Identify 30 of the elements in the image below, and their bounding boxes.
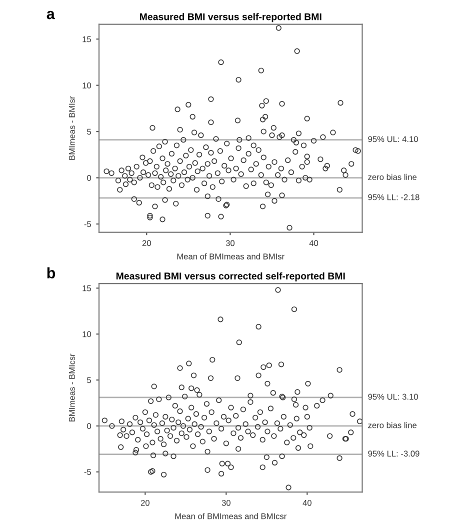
y-tick-label: -5	[84, 221, 92, 228]
text: b	[47, 267, 56, 278]
y-tick-label: 10	[82, 331, 92, 338]
ref-line-label: zero bias line	[368, 174, 417, 180]
y-tick-label: 0	[87, 423, 92, 430]
ref-line-label: zero bias line	[368, 422, 417, 428]
x-tick-label: 40	[302, 500, 312, 506]
x-tick-label: 20	[140, 500, 150, 506]
x-tick-label: 20	[142, 240, 151, 246]
ref-line-label: 95% UL: 4.10	[368, 136, 418, 142]
ref-line-label: 95% UL: 3.10	[368, 394, 418, 400]
y-tick-label: 5	[87, 377, 92, 384]
y-tick-label: 15	[82, 285, 92, 292]
chart-title: Measured BMI versus self-reported BMI	[140, 13, 322, 22]
y-tick-label: 15	[82, 36, 92, 42]
y-tick-label: 0	[87, 174, 92, 181]
y-tick-label: 5	[87, 128, 92, 135]
ref-line-label: 95% LL: -3.09	[368, 450, 420, 457]
text: a	[46, 10, 55, 20]
chart-title: Measured BMI versus corrected self-reported BMI	[116, 272, 345, 282]
x-tick-label: 30	[222, 500, 230, 506]
x-tick-label: 30	[226, 240, 235, 246]
x-tick-label: 40	[309, 240, 318, 246]
y-axis-title: BMImeas - BMIcsr	[69, 354, 75, 422]
y-tick-label: -5	[84, 469, 92, 475]
y-axis-title: BMImeas - BMIsr	[69, 96, 75, 160]
x-axis-title: Mean of BMImeas and BMIcsr	[175, 513, 287, 520]
ref-line-label: 95% LL: -2.18	[368, 194, 420, 200]
y-tick-label: 10	[82, 82, 92, 88]
x-axis-title: Mean of BMImeas and BMIsr	[177, 253, 284, 260]
